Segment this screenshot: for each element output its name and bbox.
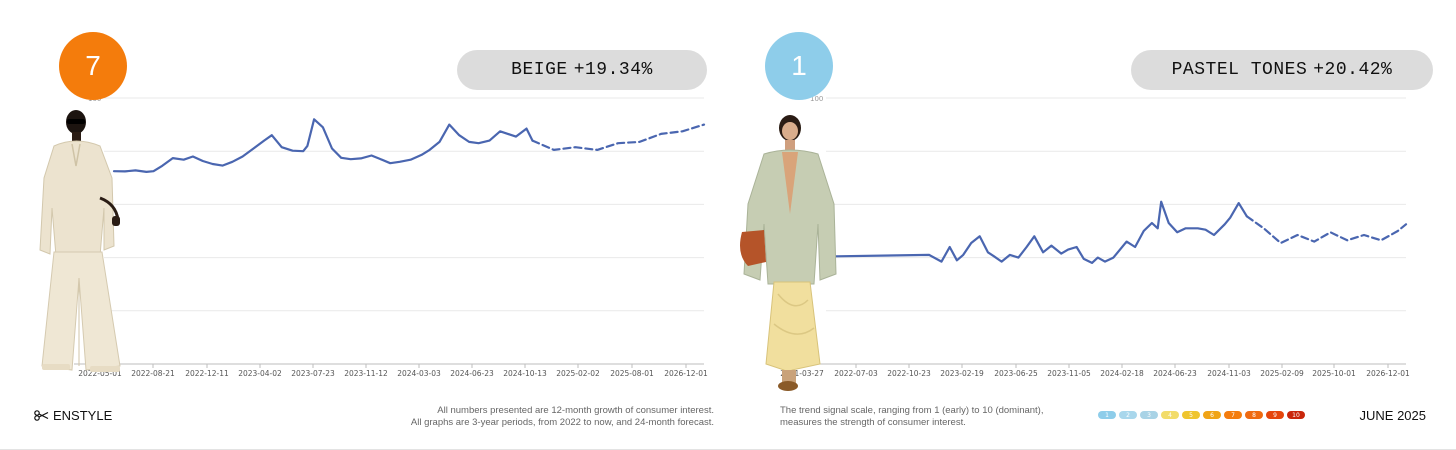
- x-tick-label: 2022-08-21: [131, 369, 175, 378]
- signal-scale-dot-10: 10: [1287, 411, 1305, 419]
- x-tick-label: 2024-11-03: [1207, 369, 1251, 378]
- trend-panel-beige: 1002022-05-012022-08-212022-12-112023-04…: [0, 0, 728, 400]
- signal-scale-dot-8: 8: [1245, 411, 1263, 419]
- x-tick-label: 2021-03-27: [780, 369, 824, 378]
- growth-note: All numbers presented are 12-month growt…: [411, 405, 714, 429]
- x-tick-label: 2024-10-13: [503, 369, 547, 378]
- trend-signal-badge: 7: [59, 32, 127, 100]
- report-date: JUNE 2025: [1359, 408, 1426, 423]
- x-tick-label: 2023-04-02: [238, 369, 282, 378]
- x-tick-label: 2023-11-12: [344, 369, 388, 378]
- signal-note-line-2: measures the strength of consumer intere…: [780, 417, 966, 428]
- trend-growth: +19.34%: [573, 60, 653, 80]
- trend-title-pill: PASTEL TONES +20.42%: [1131, 50, 1433, 90]
- x-tick-label: 2024-06-23: [450, 369, 494, 378]
- signal-scale-dot-7: 7: [1224, 411, 1242, 419]
- x-tick-label: 2023-02-19: [940, 369, 984, 378]
- scissors-icon: [34, 410, 49, 421]
- x-tick-label: 2022-05-01: [78, 369, 122, 378]
- x-tick-label: 2026-12-01: [664, 369, 708, 378]
- history-series-line: [112, 118, 534, 173]
- x-tick-label: 2025-02-02: [556, 369, 600, 378]
- brand-logo: ENSTYLE: [34, 408, 112, 423]
- x-tick-label: 2022-10-23: [887, 369, 931, 378]
- brand-name: ENSTYLE: [53, 408, 113, 423]
- x-tick-label: 2023-11-05: [1047, 369, 1091, 378]
- x-tick-label: 2025-10-01: [1312, 369, 1356, 378]
- trend-panel-pastel-tones: 100 2021-03-27 2022-07-03 2022-10-23 2023-02…: [728, 0, 1456, 400]
- signal-note-line-1: The trend signal scale, ranging from 1 (…: [780, 405, 1044, 416]
- y-max-label: 100: [810, 95, 823, 103]
- trend-signal-badge: 1: [765, 32, 833, 100]
- trend-growth: +20.42%: [1313, 60, 1393, 80]
- growth-note-line-1: All numbers presented are 12-month growt…: [437, 405, 714, 416]
- x-tick-label: 2023-07-23: [291, 369, 335, 378]
- report-footer: ENSTYLE All numbers presented are 12-mon…: [0, 400, 1456, 450]
- pastel-tones-trend-chart: 100 2021-03-27 2022-07-03 2022-10-23 2023-02…: [780, 95, 1410, 378]
- forecast-series-line: [1245, 215, 1408, 245]
- signal-scale-legend: 1 2 3 4 5 6 7 8 9 10: [1098, 411, 1305, 419]
- trend-title-pill: BEIGE +19.34%: [457, 50, 707, 90]
- signal-scale-dot-9: 9: [1266, 411, 1284, 419]
- x-tick-label: 2024-06-23: [1153, 369, 1197, 378]
- history-series-line: [834, 200, 1248, 264]
- x-tick-label: 2026-12-01: [1366, 369, 1410, 378]
- model-image-beige: [39, 110, 121, 372]
- signal-scale-dot-3: 3: [1140, 411, 1158, 419]
- signal-scale-dot-4: 4: [1161, 411, 1179, 419]
- x-tick-label: 2022-07-03: [834, 369, 878, 378]
- forecast-series-line: [531, 123, 706, 151]
- growth-note-line-2: All graphs are 3-year periods, from 2022…: [410, 417, 714, 428]
- x-tick-label: 2025-02-09: [1260, 369, 1304, 378]
- model-image-pastel: [740, 115, 837, 391]
- x-tick-label: 2022-12-11: [185, 369, 229, 378]
- x-tick-label: 2025-08-01: [610, 369, 654, 378]
- signal-scale-dot-2: 2: [1119, 411, 1137, 419]
- x-tick-label: 2024-02-18: [1100, 369, 1144, 378]
- x-tick-label: 2023-06-25: [994, 369, 1038, 378]
- beige-trend-chart: 1002022-05-012022-08-212022-12-112023-04…: [74, 95, 708, 378]
- signal-scale-dot-5: 5: [1182, 411, 1200, 419]
- trend-name: PASTEL TONES: [1171, 60, 1308, 80]
- signal-scale-note: The trend signal scale, ranging from 1 (…: [780, 405, 1044, 429]
- signal-scale-dot-1: 1: [1098, 411, 1116, 419]
- trend-name: BEIGE: [511, 60, 568, 80]
- signal-scale-dot-6: 6: [1203, 411, 1221, 419]
- x-tick-label: 2024-03-03: [397, 369, 441, 378]
